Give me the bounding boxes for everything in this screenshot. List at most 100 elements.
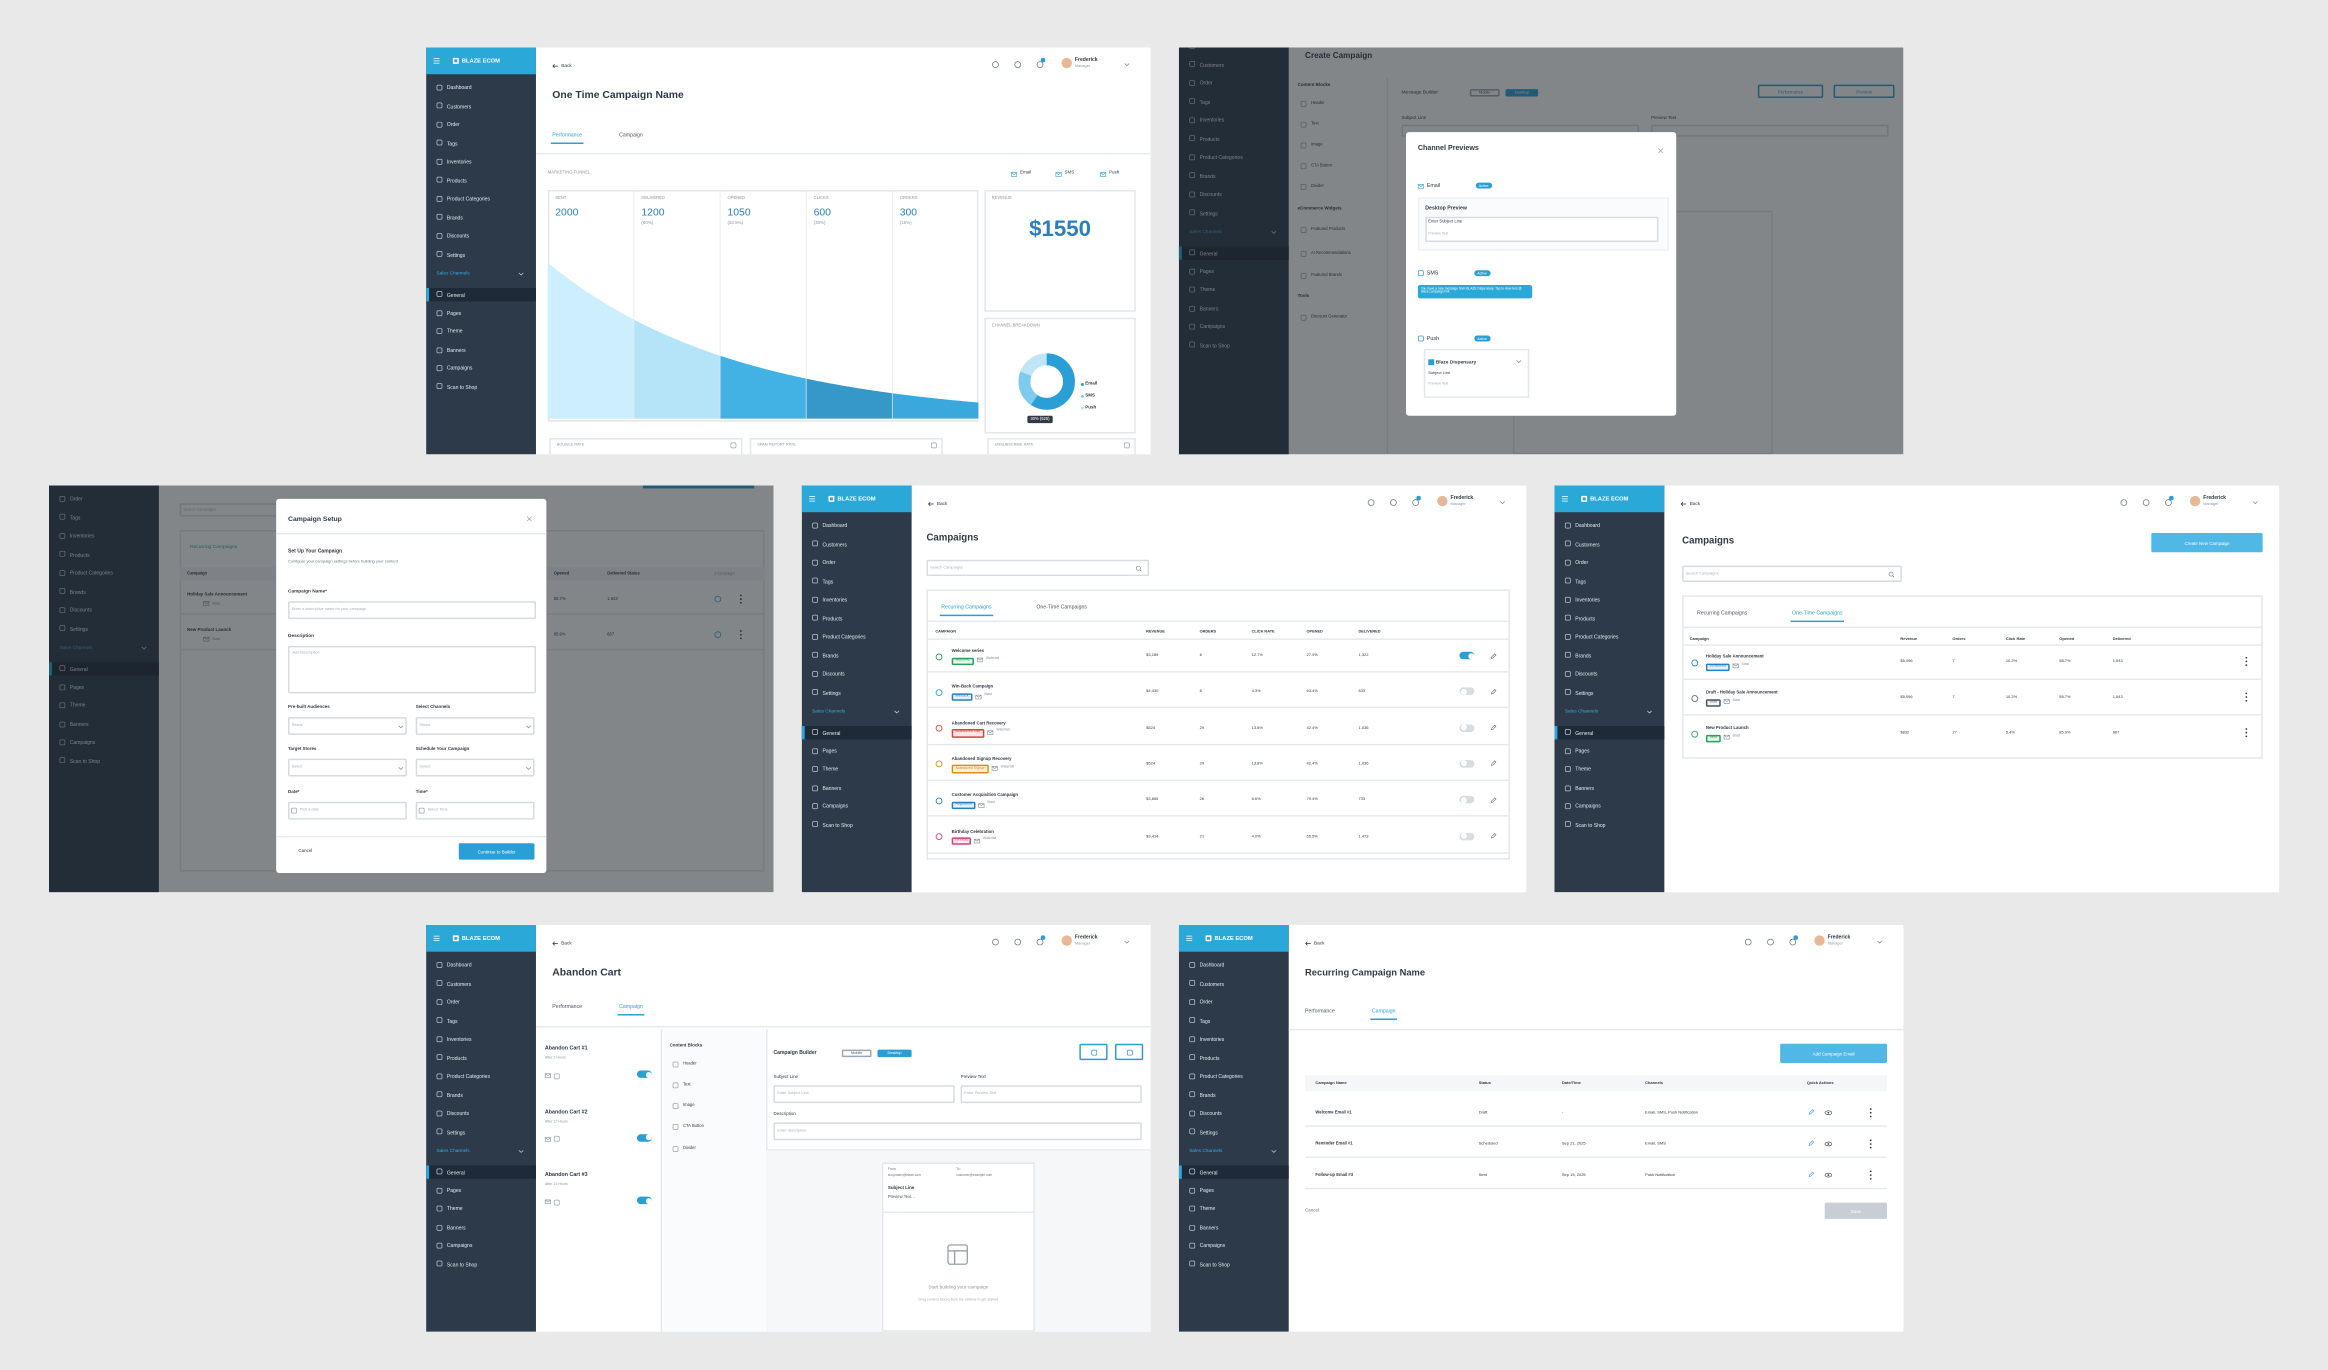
nav-item[interactable]: Tags xyxy=(446,1017,458,1024)
nav-item[interactable]: Order xyxy=(1575,559,1589,566)
nav-item[interactable]: Theme xyxy=(1575,766,1591,773)
nav-item[interactable]: Scan to Shop xyxy=(822,821,853,828)
nav-item[interactable]: Pages xyxy=(446,1187,462,1194)
nav-item[interactable]: Product Categories xyxy=(822,633,866,640)
search[interactable] xyxy=(926,559,1150,577)
nav-item[interactable]: Settings xyxy=(1199,1129,1218,1136)
nav-item[interactable]: Products xyxy=(822,615,843,622)
nav-item[interactable]: Inventories xyxy=(822,596,848,603)
nav-item[interactable]: Banners xyxy=(446,346,466,353)
cancel-button[interactable]: Cancel xyxy=(1305,1206,1319,1213)
nav-item[interactable]: Customers xyxy=(1575,541,1600,548)
nav-item[interactable]: Dashboard xyxy=(446,962,472,969)
nav-item[interactable]: Tags xyxy=(446,140,458,147)
nav-item[interactable]: Pages xyxy=(1575,748,1590,755)
back-link[interactable]: Back xyxy=(936,500,948,506)
nav-item[interactable]: Banners xyxy=(446,1224,466,1231)
toggle[interactable] xyxy=(1459,651,1475,660)
input[interactable] xyxy=(960,1085,1142,1104)
nav-item[interactable]: Scan to Shop xyxy=(1575,821,1606,828)
channel-filter[interactable]: Email xyxy=(1019,169,1032,176)
nav-item[interactable]: Products xyxy=(1199,1054,1220,1061)
toggle[interactable] xyxy=(1459,723,1475,732)
toggle[interactable] xyxy=(1459,832,1475,840)
nav-item[interactable]: Tags xyxy=(822,578,834,585)
channel-filter[interactable]: SMS xyxy=(1064,169,1075,176)
nav-item[interactable]: Dashboard xyxy=(446,84,472,91)
nav-item[interactable]: Banners xyxy=(1575,784,1595,791)
tab[interactable]: Performance xyxy=(552,131,583,138)
save-button[interactable]: Save xyxy=(1824,1202,1888,1219)
nav-item[interactable]: Discounts xyxy=(446,233,469,240)
nav-item[interactable]: Discounts xyxy=(1575,671,1598,678)
tab[interactable]: Performance xyxy=(1305,1008,1335,1015)
nav-item[interactable]: Dashboard xyxy=(822,522,848,529)
content-block[interactable]: Text xyxy=(682,1080,691,1087)
nav-item[interactable]: Theme xyxy=(822,766,839,773)
nav-item[interactable]: Product Categories xyxy=(1575,633,1619,640)
tab[interactable]: Campaign xyxy=(619,131,643,138)
toggle[interactable] xyxy=(636,1070,652,1078)
cancel-button[interactable]: Cancel xyxy=(298,847,313,854)
back-link[interactable]: Back xyxy=(1689,500,1701,506)
tab[interactable]: Campaign xyxy=(1371,1008,1396,1015)
tab[interactable]: Recurring Campaigns xyxy=(941,604,992,611)
nav-item[interactable]: Campaigns xyxy=(446,1242,473,1249)
nav-item[interactable]: General xyxy=(446,291,465,298)
nav-item[interactable]: Brands xyxy=(446,1091,463,1098)
tab[interactable]: Campaign xyxy=(619,1003,643,1010)
nav-item[interactable]: Campaigns xyxy=(1575,803,1601,810)
search[interactable] xyxy=(1682,565,1902,582)
mode-toggle[interactable]: Desktop xyxy=(877,1048,912,1058)
content-block[interactable]: Header xyxy=(682,1059,697,1066)
toggle[interactable] xyxy=(636,1196,652,1205)
nav-item[interactable]: Settings xyxy=(822,689,841,696)
nav-item[interactable]: Tags xyxy=(1199,1017,1211,1024)
tab[interactable]: Recurring Campaigns xyxy=(1697,610,1748,617)
nav-item[interactable]: Inventories xyxy=(446,1036,472,1043)
nav-item[interactable]: Order xyxy=(446,999,460,1006)
primary-button[interactable]: Add Campaign Email xyxy=(1780,1043,1888,1064)
back-link[interactable]: Back xyxy=(1313,939,1325,946)
nav-item[interactable]: Campaigns xyxy=(446,365,473,372)
toggle[interactable] xyxy=(1459,759,1475,768)
tab[interactable]: One-Time Campaigns xyxy=(1036,604,1087,611)
nav-item[interactable]: Scan to Shop xyxy=(446,383,478,390)
icon-button[interactable] xyxy=(1115,1043,1144,1061)
nav-item[interactable]: Discounts xyxy=(822,671,845,678)
input[interactable] xyxy=(415,801,535,820)
toggle[interactable] xyxy=(1459,796,1475,804)
nav-item[interactable]: Scan to Shop xyxy=(446,1261,478,1268)
nav-item[interactable]: General xyxy=(1575,729,1594,736)
nav-section[interactable]: Sales Channels xyxy=(436,270,470,277)
nav-item[interactable]: Product Categories xyxy=(446,1073,490,1080)
nav-item[interactable]: General xyxy=(822,729,841,736)
content-block[interactable]: CTA Button xyxy=(682,1123,704,1129)
content-block[interactable]: Image xyxy=(682,1101,695,1108)
content-block[interactable]: Divider xyxy=(682,1144,696,1151)
tab[interactable]: One-Time Campaigns xyxy=(1792,610,1843,617)
nav-item[interactable]: Pages xyxy=(822,748,837,755)
nav-item[interactable]: Brands xyxy=(822,652,839,659)
nav-item[interactable]: Product Categories xyxy=(1199,1073,1243,1080)
nav-item[interactable]: Customers xyxy=(1199,980,1224,987)
nav-item[interactable]: Pages xyxy=(1199,1187,1214,1194)
nav-item[interactable]: Settings xyxy=(1575,689,1594,696)
nav-item[interactable]: Discounts xyxy=(446,1110,469,1117)
select[interactable] xyxy=(288,717,407,735)
channel-filter[interactable]: Push xyxy=(1109,169,1120,176)
toggle[interactable] xyxy=(1459,687,1475,696)
nav-item[interactable]: Inventories xyxy=(446,158,472,165)
primary-button[interactable]: Create New Campaign xyxy=(2151,533,2263,553)
nav-item[interactable]: Scan to Shop xyxy=(1199,1261,1230,1268)
nav-item[interactable]: Customers xyxy=(822,541,847,548)
nav-item[interactable]: Products xyxy=(446,177,467,184)
nav-item[interactable]: General xyxy=(1199,1169,1218,1176)
nav-item[interactable]: Dashboard xyxy=(1199,962,1225,969)
nav-item[interactable]: General xyxy=(446,1169,465,1176)
nav-item[interactable]: Pages xyxy=(446,310,462,317)
nav-item[interactable]: Products xyxy=(1575,615,1596,622)
nav-item[interactable]: Product Categories xyxy=(446,195,490,202)
input[interactable] xyxy=(288,801,407,820)
nav-item[interactable]: Inventories xyxy=(1199,1036,1225,1043)
